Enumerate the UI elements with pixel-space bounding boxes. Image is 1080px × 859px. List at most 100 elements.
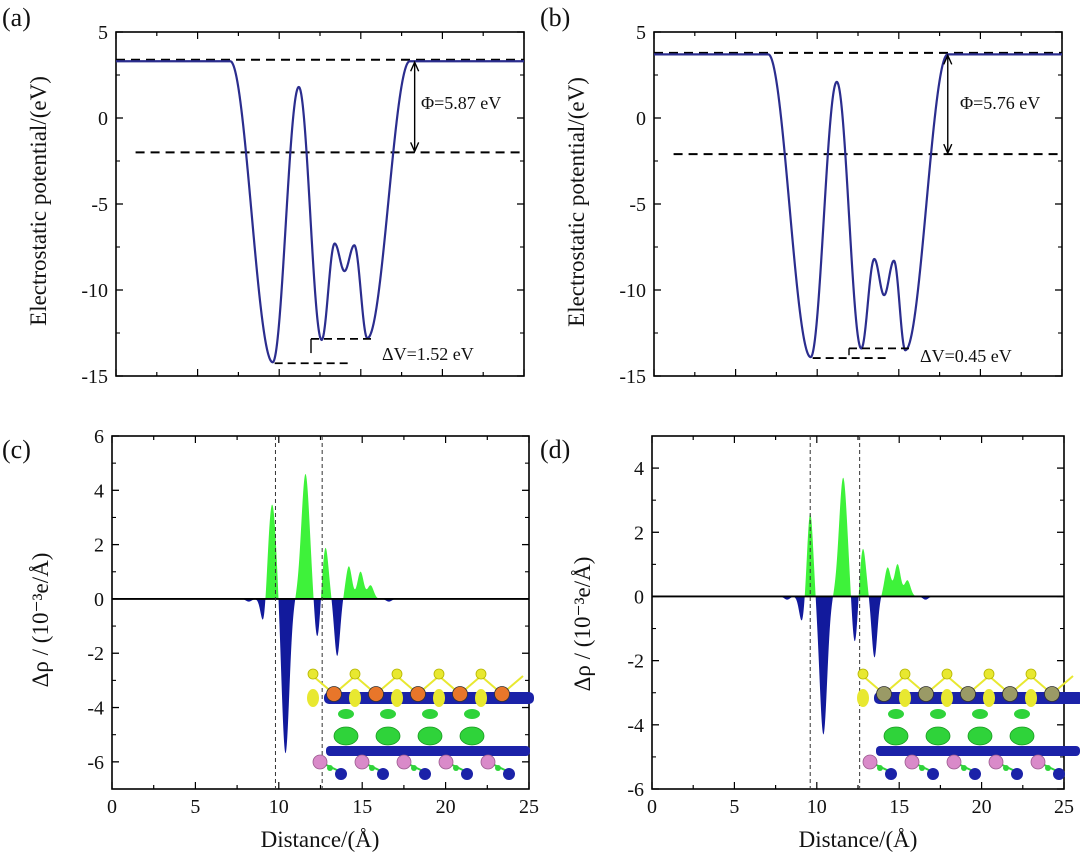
metal-atom: [452, 686, 468, 702]
y-tick-label-c: -6: [87, 752, 104, 774]
y-tick-label-d: -4: [627, 715, 644, 737]
metal-atom: [368, 686, 384, 702]
x-axis-label-d: Distance/(Å): [799, 827, 918, 852]
depletion-isosurface: [876, 746, 1080, 756]
green-atom: [919, 765, 925, 771]
blue-atom: [335, 768, 347, 780]
accumulation-lobe: [972, 709, 988, 719]
y-tick-label-b: 0: [636, 108, 646, 130]
green-atom: [495, 765, 501, 771]
x-tick-label-c: 20: [436, 796, 456, 818]
charge-depletion-area-c: [212, 598, 421, 754]
blue-atom: [969, 768, 981, 780]
metal-atom: [494, 686, 510, 702]
accumulation-lobe: [349, 689, 361, 707]
sulfur-atom: [307, 668, 319, 680]
metal-atom: [960, 686, 976, 702]
blue-atom: [503, 768, 515, 780]
accumulation-lobe: [983, 689, 995, 707]
pink-atom: [396, 754, 412, 770]
x-axis-label-c: Distance/(Å): [261, 827, 380, 852]
blue-atom: [419, 768, 431, 780]
accumulation-lobe: [883, 726, 909, 746]
accumulation-lobe: [433, 689, 445, 707]
x-tick-label-d: 0: [647, 796, 657, 818]
green-atom: [961, 765, 967, 771]
sulfur-atom: [433, 668, 445, 680]
accumulation-lobe: [899, 689, 911, 707]
accumulation-lobe: [857, 689, 869, 707]
accumulation-lobe: [1025, 689, 1037, 707]
y-tick-label-c: 2: [94, 535, 104, 557]
blue-atom: [927, 768, 939, 780]
y-tick-label-c: 6: [94, 426, 104, 448]
y-tick-label-a: -15: [81, 366, 108, 388]
blue-atom: [377, 768, 389, 780]
accumulation-lobe: [464, 709, 480, 719]
accumulation-lobe: [333, 726, 359, 746]
y-axis-label-b: Electrostatic potential/(eV): [564, 77, 589, 327]
x-tick-label-d: 20: [972, 796, 992, 818]
panel-label-b: (b): [540, 3, 570, 32]
x-tick-label-d: 25: [1054, 796, 1074, 818]
pink-atom: [354, 754, 370, 770]
sulfur-atom: [983, 668, 995, 680]
pink-atom: [438, 754, 454, 770]
work-function-label-a: Φ=5.87 eV: [421, 93, 501, 113]
accumulation-lobe: [475, 689, 487, 707]
y-tick-label-b: -15: [619, 366, 646, 388]
y-tick-label-c: -4: [87, 698, 104, 720]
charge-density-inset-c: [307, 668, 534, 780]
accumulation-lobe: [941, 689, 953, 707]
y-tick-label-a: -5: [91, 194, 108, 216]
blue-atom: [885, 768, 897, 780]
depletion-isosurface: [326, 746, 530, 756]
y-tick-label-c: -2: [87, 643, 104, 665]
y-tick-label-a: 0: [98, 108, 108, 130]
pink-atom: [1030, 754, 1046, 770]
y-axis-label-c: Δρ / (10⁻³e/Å): [28, 553, 53, 688]
charge-accumulation-area-c: [212, 474, 421, 599]
accumulation-lobe: [375, 726, 401, 746]
pink-atom: [862, 754, 878, 770]
y-axis-label-a: Electrostatic potential/(eV): [26, 76, 51, 326]
y-tick-label-a: 5: [98, 22, 108, 44]
plot-frame-b: [653, 31, 1063, 377]
blue-atom: [461, 768, 473, 780]
sulfur-atom: [899, 668, 911, 680]
x-tick-label-d: 5: [729, 796, 739, 818]
sulfur-atom: [349, 668, 361, 680]
pink-atom: [946, 754, 962, 770]
y-tick-label-d: 4: [634, 458, 644, 480]
accumulation-lobe: [391, 689, 403, 707]
green-atom: [411, 765, 417, 771]
x-tick-label-c: 5: [190, 796, 200, 818]
panel-label-d: (d): [540, 435, 570, 464]
panel-label-a: (a): [2, 3, 31, 32]
green-atom: [453, 765, 459, 771]
y-tick-label-c: 0: [94, 589, 104, 611]
x-tick-label-d: 15: [889, 796, 909, 818]
delta-v-label-b: ΔV=0.45 eV: [920, 346, 1012, 366]
pink-atom: [312, 754, 328, 770]
green-atom: [1045, 765, 1051, 771]
pink-atom: [904, 754, 920, 770]
y-axis-label-d: Δρ / (10⁻³e/Å): [570, 557, 595, 692]
panel-label-c: (c): [2, 435, 31, 464]
x-tick-label-c: 15: [352, 796, 372, 818]
plot-area-c: -6 -4 -2 0 2 4 6 0 5 10 15 20 25: [87, 426, 539, 818]
arrow-head-top-b: [943, 53, 953, 65]
y-tick-label-d: -6: [627, 779, 644, 801]
y-tick-label-a: -10: [81, 280, 108, 302]
metal-atom: [1002, 686, 1018, 702]
y-tick-label-b: -5: [629, 194, 646, 216]
delta-v-label-a: ΔV=1.52 eV: [382, 344, 474, 364]
sulfur-atom: [857, 668, 869, 680]
blue-atom: [1053, 768, 1065, 780]
metal-atom: [1044, 686, 1060, 702]
plot-frame-a: [115, 31, 525, 377]
pink-atom: [480, 754, 496, 770]
panel-d: (d) Δρ / (10⁻³e/Å) -6 -4 -2 0 2 4 0 5 10 15 20 25 D…: [540, 435, 1080, 852]
